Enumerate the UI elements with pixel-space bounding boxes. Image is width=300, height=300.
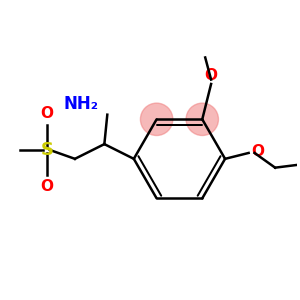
Text: O: O [40,106,53,121]
Text: O: O [205,68,218,82]
Text: NH₂: NH₂ [64,95,98,113]
Circle shape [140,103,173,136]
Text: O: O [252,144,265,159]
Circle shape [186,103,218,136]
Text: O: O [40,179,53,194]
Text: S: S [40,141,53,159]
